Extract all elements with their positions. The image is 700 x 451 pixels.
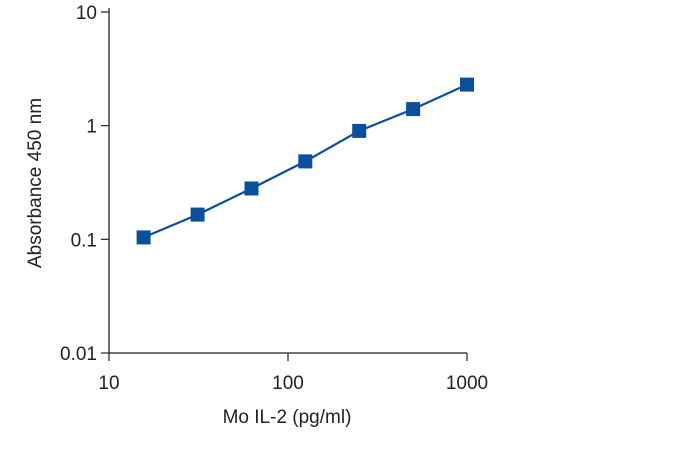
data-point-marker — [136, 230, 151, 245]
data-point-marker — [190, 207, 205, 222]
x-axis-title: Mo IL-2 (pg/ml) — [223, 407, 352, 428]
y-axis-title: Absorbance 450 nm — [25, 98, 46, 268]
data-point-marker — [406, 102, 421, 117]
y-tick-label: 0.1 — [71, 230, 97, 251]
x-tick-label: 10 — [98, 373, 119, 394]
x-tick-label: 100 — [272, 373, 304, 394]
data-point-marker — [352, 123, 367, 138]
data-point-marker — [244, 181, 259, 196]
series — [136, 77, 474, 245]
data-point-marker — [460, 77, 474, 92]
x-tick-label: 1000 — [446, 373, 488, 394]
y-tick-label: 1 — [86, 117, 97, 138]
ticks: 0.01 0.1 1 10 10 100 1000 — [60, 3, 488, 394]
y-tick-label: 0.01 — [60, 344, 97, 365]
axes — [108, 8, 467, 354]
data-point-marker — [298, 154, 313, 169]
y-tick-label: 10 — [76, 3, 97, 24]
